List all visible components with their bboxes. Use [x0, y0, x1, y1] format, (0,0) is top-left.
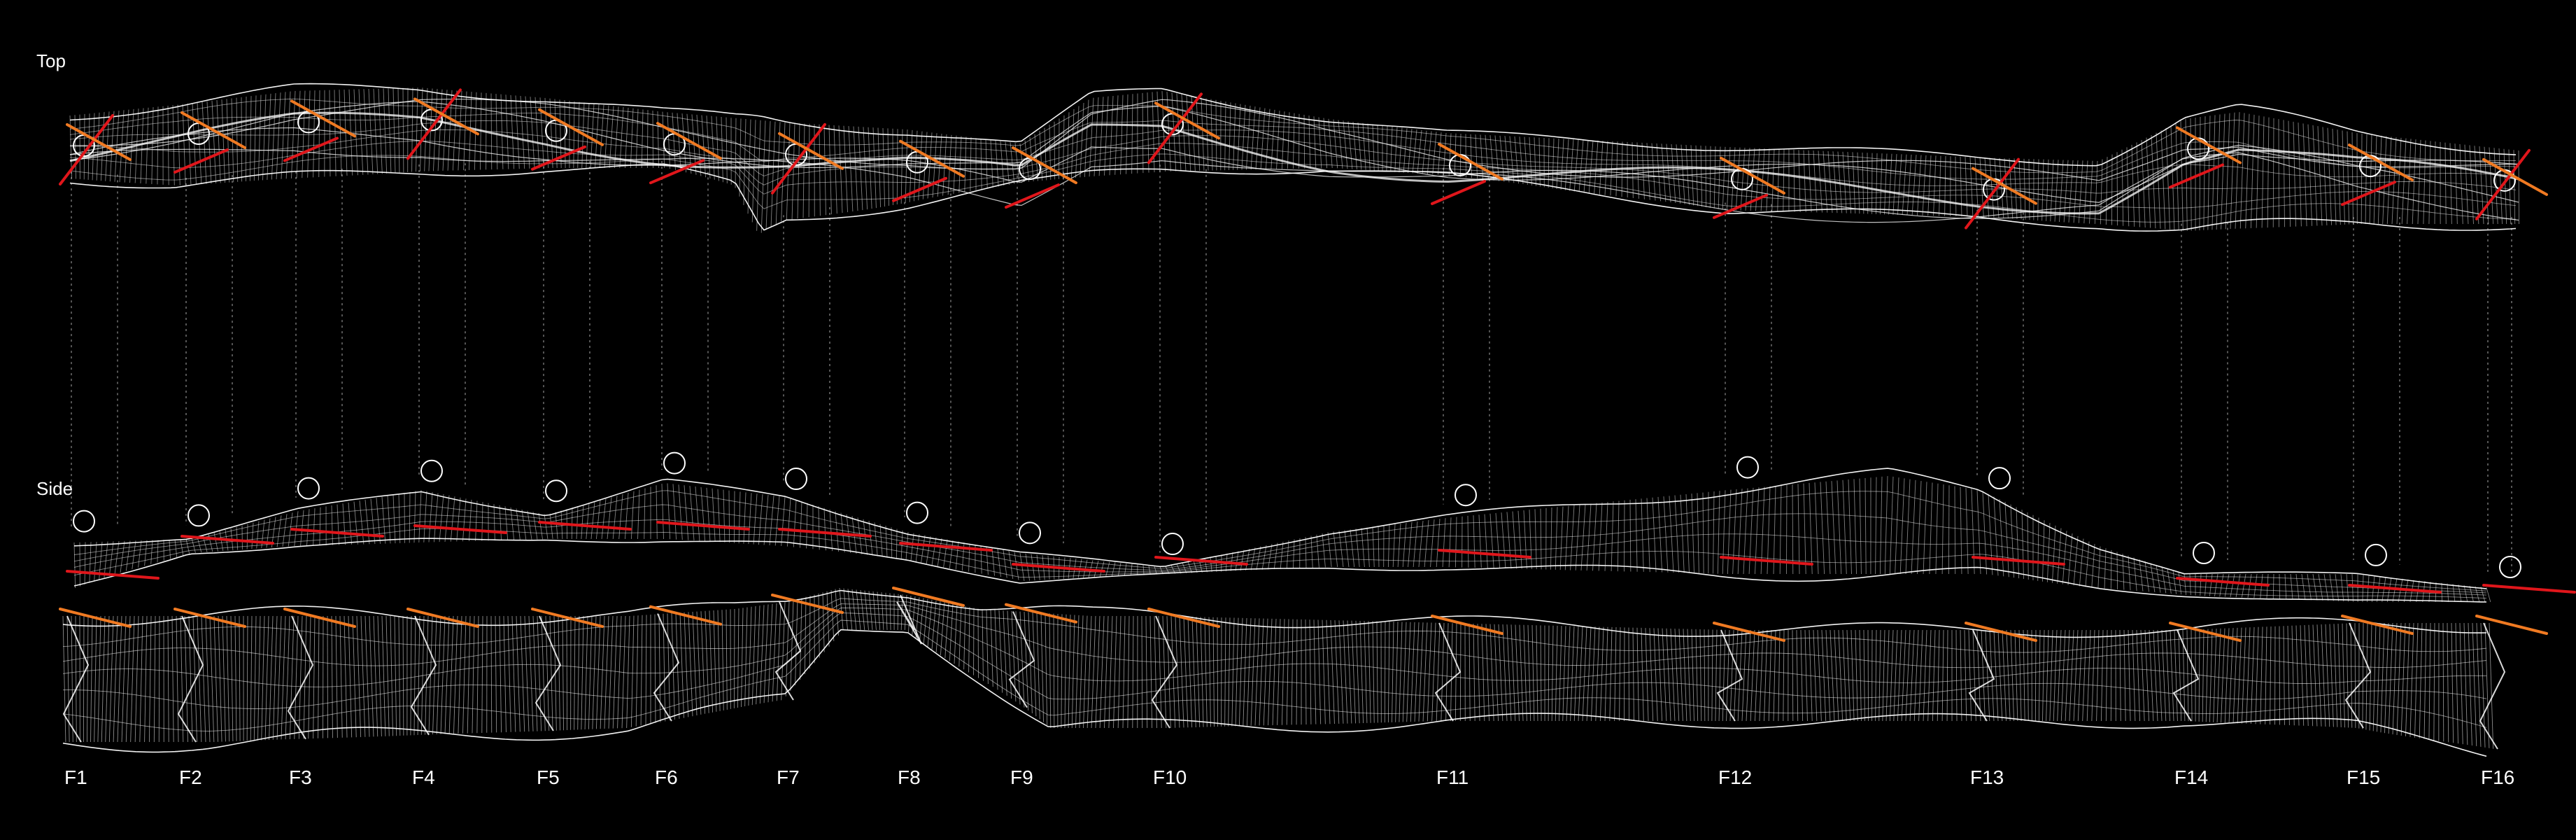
frame-label-9: F9: [1010, 766, 1033, 788]
frame-marker-14: [2169, 126, 2270, 642]
frame-guides: [71, 161, 2512, 574]
frame-marker-4: [406, 88, 507, 628]
frame-label-16: F16: [2481, 766, 2514, 788]
frame-label-11: F11: [1436, 766, 1469, 788]
top-view-label: Top: [36, 50, 66, 71]
side-view-label: Side: [36, 478, 73, 499]
frame-marker-7: [771, 122, 872, 614]
frame-marker-12: [1713, 156, 1813, 642]
frame-marker-15: [2341, 144, 2442, 635]
side-view-mesh: [62, 468, 2506, 757]
frame-marker-5: [531, 108, 632, 628]
frame-label-2: F2: [179, 766, 202, 788]
frame-marker-2: [174, 111, 274, 628]
frame-label-14: F14: [2174, 766, 2208, 788]
frame-label-7: F7: [777, 766, 800, 788]
frame-label-1: F1: [64, 766, 87, 788]
frame-label-5: F5: [537, 766, 560, 788]
frame-label-10: F10: [1153, 766, 1187, 788]
frame-marker-6: [649, 122, 750, 626]
frame-marker-16: [2475, 148, 2576, 635]
top-view-mesh: [69, 83, 2520, 233]
frame-label-8: F8: [898, 766, 921, 788]
frame-marker-3: [283, 99, 384, 628]
frame-markers: [59, 88, 2576, 642]
frame-label-13: F13: [1970, 766, 2004, 788]
frame-marker-11: [1431, 142, 1531, 635]
frame-marker-1: [59, 114, 160, 628]
frame-label-3: F3: [289, 766, 312, 788]
frame-label-12: F12: [1718, 766, 1752, 788]
frame-marker-13: [1965, 158, 2065, 642]
frame-label-6: F6: [655, 766, 678, 788]
frame-label-4: F4: [412, 766, 435, 788]
frame-marker-8: [892, 139, 993, 607]
frame-marker-10: [1147, 92, 1248, 628]
frame-marker-9: [1005, 146, 1105, 624]
frame-label-15: F15: [2347, 766, 2380, 788]
frame-labels: F1 F2 F3 F4 F5 F6 F7 F8 F9 F10 F11 F12 F13 F14 F15 F16: [64, 766, 2514, 788]
